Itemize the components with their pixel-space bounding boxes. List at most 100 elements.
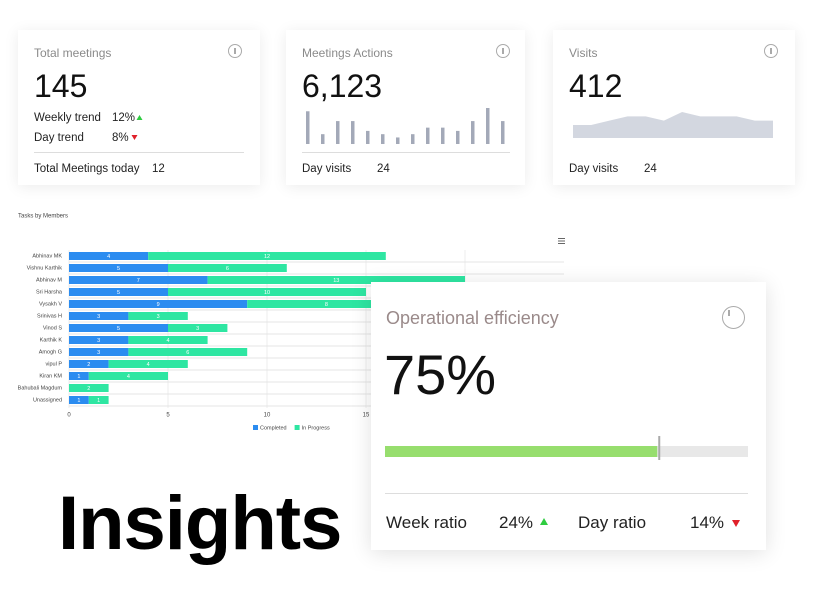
y-tick-label: Kiran KM: [39, 373, 62, 379]
spark-bar: [351, 121, 355, 144]
spark-bar: [471, 121, 475, 144]
row-value: 24%: [499, 513, 534, 532]
bar-label: 3: [97, 338, 100, 344]
up-arrow: [136, 115, 143, 120]
bar-label: 13: [333, 278, 339, 284]
bar-segment: [168, 264, 287, 272]
bar-segment: [168, 288, 366, 296]
separator: [385, 493, 748, 494]
y-tick-label: Amogh G: [39, 349, 62, 355]
bar-label: 8: [325, 302, 328, 308]
bar-label: 6: [186, 350, 189, 356]
bar-segment: [69, 300, 248, 308]
y-tick-label: Vishnu Karthik: [27, 265, 63, 271]
progress-fill: [385, 446, 658, 457]
y-tick-label: vipul P: [45, 361, 62, 367]
y-tick-label: Abhinav MK: [32, 253, 62, 259]
footer-label: Day visits: [569, 163, 619, 175]
row-label: Day ratio: [578, 513, 647, 532]
legend-swatch: [294, 425, 300, 430]
separator: [302, 152, 510, 153]
y-tick-label: Bahubali Magdum: [18, 385, 62, 391]
x-tick-label: 0: [67, 413, 71, 419]
y-tick-label: Vinod S: [43, 325, 62, 331]
footer-label: Total Meetings today: [34, 163, 140, 175]
y-tick-label: Abhinav M: [36, 277, 62, 283]
card: Total meetings 145 Weekly trend 12% Day …: [18, 30, 260, 185]
bar-segment: [148, 252, 386, 260]
bar-segment: [69, 264, 168, 272]
spark-bar: [366, 130, 370, 144]
bar-segment: [128, 348, 248, 356]
footer-label: Day visits: [302, 163, 352, 175]
up-arrow: [540, 518, 548, 525]
spark-bar: [321, 134, 325, 144]
bar-label: 4: [166, 338, 169, 344]
card-value: 412: [569, 68, 623, 104]
y-tick-label: Karthik K: [40, 337, 63, 343]
x-tick-label: 5: [166, 413, 170, 419]
bar-segment: [69, 324, 168, 332]
card: Meetings Actions 6,123 Day visits 24: [286, 30, 525, 185]
spark-area: [573, 112, 773, 138]
footer-value: 12: [152, 163, 165, 175]
spark-bar: [396, 137, 400, 144]
spark-bar: [486, 108, 490, 144]
bar-label: 1: [77, 374, 80, 380]
bar-segment: [88, 396, 109, 404]
bar-segment: [88, 372, 168, 380]
progress-marker: [658, 436, 661, 460]
y-tick-label: Unassigned: [33, 397, 62, 403]
spark-bar: [456, 130, 460, 144]
bar-segment: [69, 312, 129, 320]
y-tick-label: Srinivas H: [37, 313, 62, 319]
card: Visits 412 Day visits 24: [553, 30, 795, 185]
bar-segment: [108, 360, 188, 368]
spark-bar: [441, 127, 445, 144]
bar-segment: [69, 384, 109, 392]
card-title: Total meetings: [34, 46, 112, 60]
info-icon[interactable]: [722, 306, 745, 329]
progress: [385, 436, 748, 460]
spark-bar: [306, 111, 310, 144]
legend-label: Completed: [260, 425, 287, 431]
spark-bar: [381, 134, 385, 144]
bar-segment: [69, 396, 89, 404]
info-icon[interactable]: [496, 44, 510, 58]
spark-bar: [336, 121, 340, 144]
bar-segment: [69, 348, 129, 356]
bar-segment: [69, 288, 168, 296]
x-tick-label: 10: [264, 413, 271, 419]
bar-label: 3: [196, 326, 199, 332]
bar-segment: [168, 324, 228, 332]
bar-label: 10: [264, 290, 270, 296]
row-value: 8%: [112, 132, 129, 144]
down-arrow: [732, 520, 740, 527]
heading: Insights: [58, 481, 342, 566]
bar-label: 4: [107, 254, 110, 260]
bar-segment: [69, 336, 129, 344]
bar-label: 4: [127, 374, 130, 380]
menu-icon[interactable]: [558, 238, 565, 244]
y-tick-label: Vysakh V: [39, 301, 62, 307]
card-title: Operational efficiency: [386, 308, 559, 328]
bar-label: 2: [87, 362, 90, 368]
area: [573, 112, 773, 138]
info-icon[interactable]: [228, 44, 242, 58]
bar-segment: [128, 336, 208, 344]
bar-label: 1: [97, 398, 100, 404]
bar-segment: [207, 276, 465, 284]
bar-segment: [69, 252, 149, 260]
info-icon[interactable]: [764, 44, 778, 58]
spark-bar: [426, 127, 430, 144]
chart-title: Tasks by Members: [18, 214, 68, 220]
bar-label: 9: [157, 302, 160, 308]
x-tick-label: 15: [363, 413, 370, 419]
bar-label: 3: [97, 314, 100, 320]
efficiency-card: Operational efficiency 75% Week ratio 24…: [371, 282, 766, 550]
footer-value: 24: [644, 163, 657, 175]
bar-label: 3: [157, 314, 160, 320]
bar-segment: [69, 276, 208, 284]
row-value: 14%: [690, 513, 725, 532]
bar-label: 6: [226, 266, 229, 272]
